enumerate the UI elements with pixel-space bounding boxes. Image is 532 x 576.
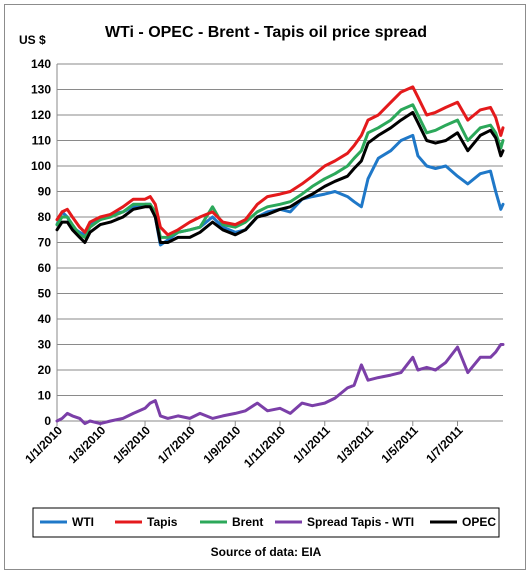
y-tick-label: 40 <box>38 312 52 326</box>
y-axis-label: US $ <box>19 33 46 47</box>
chart-title: WTi - OPEC - Brent - Tapis oil price spr… <box>105 24 427 41</box>
y-tick-label: 70 <box>38 236 52 250</box>
series-line-tapis <box>55 85 505 237</box>
y-tick-label: 60 <box>38 261 52 275</box>
x-tick-label: 1/1/2011 <box>290 423 333 466</box>
x-tick-label: 1/5/2011 <box>378 423 421 466</box>
y-tick-label: 140 <box>31 57 51 71</box>
y-tick-label: 20 <box>38 363 52 377</box>
series-line-opec <box>55 110 505 244</box>
y-tick-label: 0 <box>44 414 51 428</box>
legend-label-brent: Brent <box>232 515 263 529</box>
y-tick-label: 30 <box>38 338 52 352</box>
legend-label-wti: WTI <box>72 515 94 529</box>
x-tick-label: 1/7/2010 <box>155 423 198 466</box>
x-tick-labels: 1/1/2010 1/3/2010 1/5/2010 1/7/2010 1/9/2010… <box>22 423 466 470</box>
grid-lines <box>57 63 503 396</box>
source-note: Source of data: EIA <box>211 545 322 559</box>
x-tick-label: 1/7/2011 <box>423 423 466 466</box>
x-tick-label: 1/11/2010 <box>241 423 288 470</box>
y-tick-label: 120 <box>31 108 51 122</box>
y-tick-label: 110 <box>32 134 52 148</box>
chart-frame <box>4 4 526 570</box>
series-line-wti <box>55 133 505 247</box>
axes <box>56 64 503 426</box>
legend-label-spread-tapis-wti: Spread Tapis - WTI <box>307 515 414 529</box>
series-line-brent <box>55 103 505 239</box>
y-tick-label: 100 <box>31 159 51 173</box>
series-lines <box>55 85 505 426</box>
x-tick-label: 1/5/2010 <box>110 423 153 466</box>
y-tick-label: 10 <box>38 389 52 403</box>
y-tick-label: 50 <box>38 287 52 301</box>
y-tick-labels: 0 10 20 30 40 50 60 70 80 90 100 110 120 130 140 <box>31 57 51 428</box>
legend-label-tapis: Tapis <box>147 515 178 529</box>
legend-box <box>32 507 500 538</box>
x-tick-label: 1/3/2011 <box>334 423 377 466</box>
legend-label-opec: OPEC <box>462 515 496 529</box>
y-tick-label: 130 <box>31 83 51 97</box>
series-line-spread-tapis-wti <box>55 343 505 426</box>
x-tick-label: 1/9/2010 <box>200 423 243 466</box>
y-tick-label: 90 <box>38 185 52 199</box>
y-tick-label: 80 <box>38 210 52 224</box>
legend: WTI Tapis Brent Spread Tapis - WTI OPEC <box>32 507 500 538</box>
x-tick-label: 1/3/2010 <box>65 423 108 466</box>
x-tick-label: 1/1/2010 <box>22 423 65 466</box>
